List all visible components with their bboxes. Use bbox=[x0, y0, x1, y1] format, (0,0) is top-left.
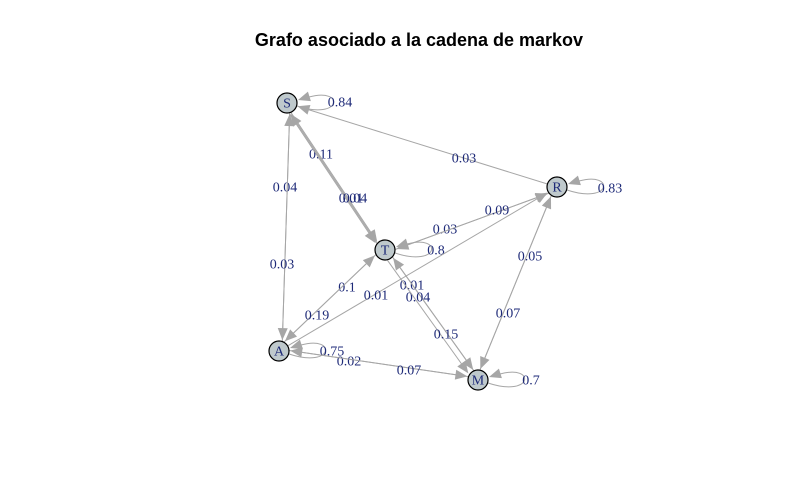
edge-m-to-a-22-line bbox=[298, 351, 469, 378]
node-a bbox=[268, 340, 290, 362]
edge-t-to-m-18-label: 0.15 bbox=[434, 328, 459, 343]
edge-m-to-a-22-arrow bbox=[290, 347, 303, 358]
edge-r-to-s-5-label: 0.03 bbox=[452, 152, 477, 167]
edge-t-to-t-2-label: 0.8 bbox=[427, 244, 445, 259]
node-t bbox=[374, 239, 396, 261]
edge-s-to-s-0-label: 0.84 bbox=[328, 96, 353, 111]
edge-s-to-t-10-line bbox=[288, 113, 372, 237]
edge-t-to-m-16-label: 0.01 bbox=[400, 279, 425, 294]
edge-m-to-t-17-line bbox=[397, 263, 475, 371]
edge-m-to-m-4-label: 0.7 bbox=[522, 374, 540, 389]
edge-r-to-m-20-arrow bbox=[480, 356, 490, 370]
edge-a-to-t-13-label: 0.1 bbox=[338, 281, 356, 296]
edge-m-to-m-4-loop bbox=[487, 371, 526, 388]
edge-t-to-r-12-label: 0.09 bbox=[485, 204, 510, 219]
edge-t-to-a-14-label: 0.19 bbox=[305, 309, 330, 324]
edge-a-to-s-7-label: 0.03 bbox=[270, 258, 295, 273]
edge-a-to-m-21-arrow bbox=[454, 369, 468, 380]
edge-r-to-t-11-arrow bbox=[396, 240, 410, 250]
edge-t-to-m-18-arrow bbox=[457, 360, 469, 374]
edge-t-to-a-14-arrow bbox=[284, 329, 298, 342]
edge-a-to-s-7-line bbox=[281, 122, 290, 342]
node-m bbox=[467, 369, 489, 391]
edge-m-to-a-22-label: 0.07 bbox=[397, 364, 422, 379]
graph-title: Grafo asociado a la cadena de markov bbox=[254, 30, 584, 50]
node-r-label: R bbox=[552, 181, 562, 196]
edge-m-to-r-19-label: 0.05 bbox=[518, 250, 543, 265]
edge-t-to-a-14-line bbox=[290, 254, 377, 337]
edge-t-to-s-8-line bbox=[294, 120, 378, 244]
node-s-label: S bbox=[283, 97, 291, 112]
edge-s-to-a-6-label: 0.04 bbox=[273, 181, 298, 196]
edge-r-to-m-20-label: 0.07 bbox=[496, 307, 521, 322]
edge-a-to-a-3-arrow bbox=[290, 339, 303, 350]
edge-m-to-r-19-arrow bbox=[541, 196, 552, 210]
edge-t-to-r-12-line bbox=[395, 195, 541, 250]
edge-s-to-t-10-label: 0.04 bbox=[343, 192, 368, 207]
node-s bbox=[276, 92, 298, 114]
node-m-label: M bbox=[472, 374, 485, 389]
node-a-label: A bbox=[274, 345, 285, 360]
edge-a-to-a-3-loop bbox=[288, 342, 327, 359]
edge-r-to-r-1-arrow bbox=[568, 175, 581, 186]
edge-s-to-s-0-loop bbox=[296, 94, 335, 111]
edge-s-to-s-0-arrow bbox=[298, 91, 311, 102]
edge-a-to-r-15-line bbox=[287, 196, 541, 347]
edge-m-to-t-17-arrow bbox=[393, 257, 405, 271]
edge-r-to-r-1-label: 0.83 bbox=[598, 182, 623, 197]
edge-t-to-m-18-line bbox=[387, 260, 465, 368]
node-t-label: T bbox=[381, 244, 390, 259]
edge-s-to-t-10-arrow bbox=[364, 230, 376, 244]
edge-r-to-s-5-line bbox=[304, 108, 548, 185]
edge-m-to-m-4-arrow bbox=[489, 368, 502, 379]
edge-r-to-r-1-loop bbox=[566, 178, 605, 195]
edge-s-to-t-9-line bbox=[290, 112, 374, 236]
node-r bbox=[546, 176, 568, 198]
edge-a-to-m-21-label: 0.02 bbox=[337, 355, 362, 370]
edge-t-to-t-2-loop bbox=[394, 241, 433, 258]
edge-s-to-t-9-label: 0.01 bbox=[339, 192, 364, 207]
edge-a-to-r-15-label: 0.01 bbox=[364, 289, 389, 304]
edge-r-to-t-11-label: 0.03 bbox=[433, 223, 458, 238]
edge-t-to-s-8-label: 0.11 bbox=[309, 148, 333, 163]
edge-a-to-r-15-arrow bbox=[534, 192, 548, 203]
edge-r-to-m-20-line bbox=[482, 195, 552, 362]
edge-r-to-s-5-arrow bbox=[297, 105, 311, 115]
edge-a-to-s-7-arrow bbox=[284, 114, 295, 127]
